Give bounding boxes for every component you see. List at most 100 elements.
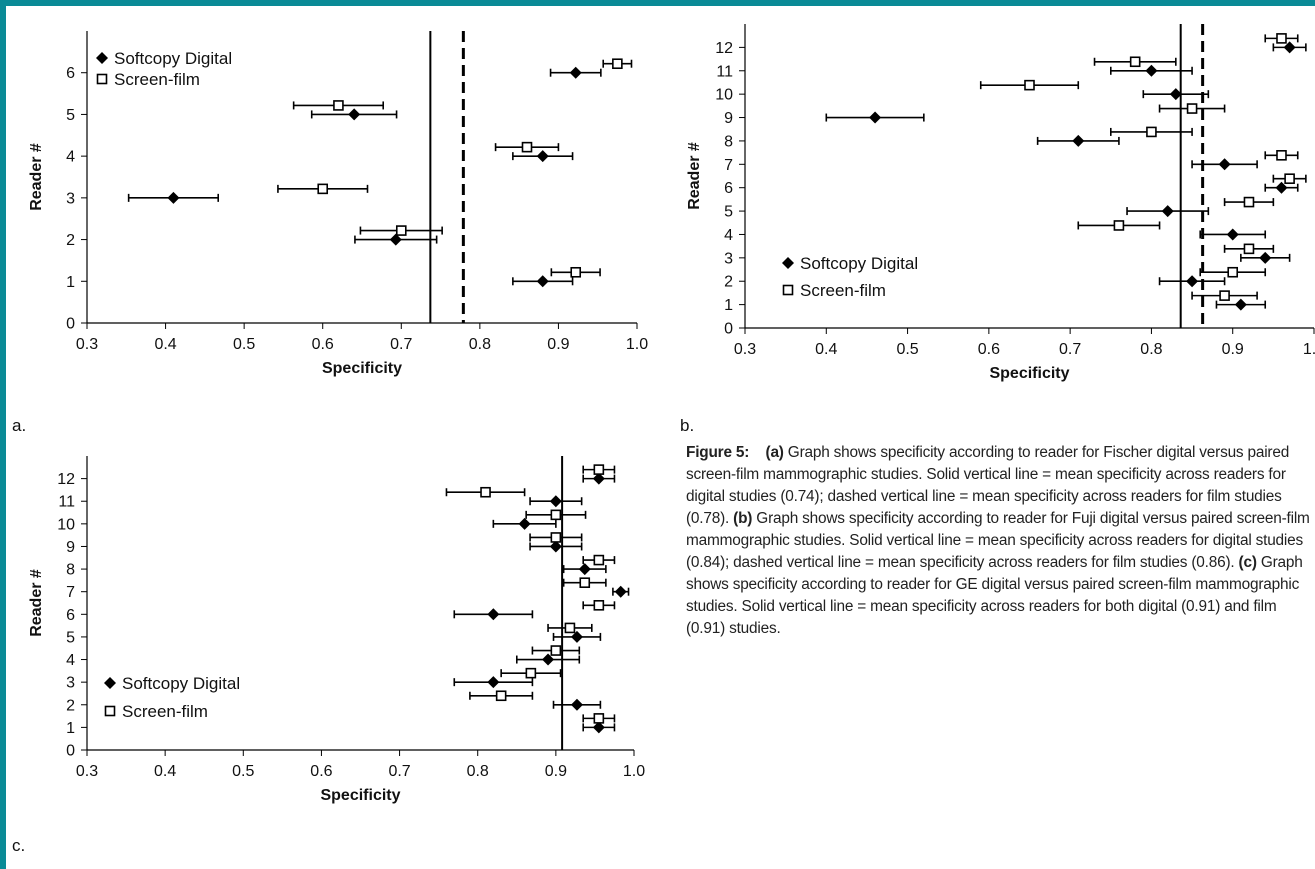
digital-point-marker	[570, 630, 583, 643]
y-tick-label: 0	[724, 321, 733, 338]
film-point-marker	[579, 577, 591, 588]
film-point-marker	[1227, 266, 1239, 278]
film-point-marker	[1276, 33, 1287, 44]
caption-figure-label: Figure 5:	[686, 444, 750, 461]
digital-point-marker	[1145, 64, 1158, 77]
caption-text-a: Graph shows specificity according to rea…	[686, 444, 1290, 527]
digital-point-marker	[518, 517, 531, 530]
film-point-marker	[525, 667, 537, 679]
film-point-marker	[495, 690, 507, 702]
legend-square-marker	[104, 705, 116, 717]
film-point-marker	[593, 713, 605, 724]
digital-point-marker	[487, 608, 500, 621]
caption-marker-c: (c)	[1238, 554, 1257, 571]
film-point-marker	[550, 532, 562, 543]
digital-point-marker	[570, 698, 583, 711]
y-tick-label: 9	[66, 539, 75, 556]
film-point-marker	[333, 100, 344, 111]
x-tick-label: 0.7	[1059, 341, 1081, 358]
y-tick-label: 0	[66, 316, 75, 333]
legend-label: Screen-film	[800, 281, 886, 300]
digital-point-marker	[348, 108, 361, 121]
y-tick-label: 4	[66, 652, 75, 669]
x-tick-label: 0.4	[154, 763, 176, 780]
x-tick-label: 0.5	[232, 763, 254, 780]
x-tick-label: 0.6	[310, 763, 332, 780]
legend-square-marker	[96, 73, 108, 85]
legend-label: Screen-film	[122, 702, 208, 721]
digital-point-marker	[389, 233, 402, 246]
digital-point-marker	[569, 66, 582, 79]
x-tick-label: 0.6	[312, 336, 334, 353]
film-point-marker	[593, 554, 605, 566]
film-point-marker	[550, 645, 562, 656]
y-tick-label: 10	[57, 516, 75, 533]
y-tick-label: 7	[66, 584, 75, 601]
legend-label: Screen-film	[114, 70, 200, 89]
y-tick-label: 2	[66, 232, 75, 249]
film-point-marker	[1146, 126, 1157, 138]
legend-diamond-marker	[782, 257, 794, 269]
x-tick-label: 0.8	[1140, 341, 1162, 358]
film-point-marker	[1243, 243, 1255, 255]
x-tick-label: 0.9	[547, 336, 569, 353]
film-point-marker	[395, 225, 407, 236]
x-tick-label: 0.6	[978, 341, 1000, 358]
y-tick-label: 12	[715, 40, 733, 57]
x-tick-label: 0.7	[388, 763, 410, 780]
x-tick-label: 1.0	[1303, 341, 1315, 358]
film-point-marker	[1243, 196, 1255, 208]
x-tick-label: 0.3	[76, 763, 98, 780]
caption-text-b: Graph shows specificity according to rea…	[686, 510, 1310, 571]
film-point-marker	[564, 622, 576, 634]
chart-panel-b: 0.30.40.50.60.70.80.91.00123456789101112…	[686, 24, 1315, 382]
digital-point-marker	[614, 585, 627, 598]
digital-point-marker	[1283, 41, 1296, 54]
y-axis-label: Reader #	[28, 143, 45, 211]
digital-point-marker	[1218, 158, 1231, 171]
digital-point-marker	[1186, 275, 1199, 288]
y-tick-label: 3	[66, 190, 75, 207]
y-tick-label: 4	[66, 149, 75, 166]
panel-label-a: a.	[12, 416, 27, 435]
y-tick-label: 5	[724, 204, 733, 221]
chart-panel-c: 0.3 0.4 0.5 0.6 0.7 0.8 0.9 1.00123456789101112…	[28, 456, 645, 804]
y-tick-label: 10	[715, 87, 733, 104]
film-point-marker	[1113, 220, 1125, 231]
y-tick-label: 1	[724, 297, 733, 314]
y-tick-label: 11	[58, 494, 75, 511]
film-point-marker	[612, 58, 623, 70]
film-point-marker	[1024, 79, 1035, 91]
x-tick-label: 0.7	[390, 336, 412, 353]
legend-diamond-marker	[96, 52, 108, 64]
legend-label: Softcopy Digital	[114, 49, 232, 68]
x-tick-label: 1.0	[623, 763, 645, 780]
x-tick-label: 0.4	[154, 336, 176, 353]
figure-page: 0.3 0.4 0.5 0.6 0.7 0.8 0.9 1.0 0 1 2 3 4 5 6 Specifici…	[6, 6, 1315, 869]
film-point-marker	[570, 266, 582, 278]
digital-point-marker	[549, 495, 562, 508]
digital-point-marker	[1169, 88, 1182, 101]
x-axis-label: Specificity	[320, 787, 400, 804]
film-point-marker	[1186, 103, 1198, 114]
legend-square-marker	[782, 284, 794, 296]
caption-text-c: Graph shows specificity according to rea…	[686, 554, 1303, 637]
x-tick-label: 0.8	[469, 336, 491, 353]
digital-point-marker	[536, 150, 549, 163]
digital-point-marker	[549, 540, 562, 553]
y-tick-label: 3	[66, 675, 75, 692]
digital-point-marker	[542, 653, 555, 666]
y-tick-label: 6	[66, 607, 75, 624]
x-tick-label: 0.9	[545, 763, 567, 780]
digital-point-marker	[592, 472, 605, 485]
y-axis-label: Reader #	[686, 142, 703, 210]
digital-point-marker	[869, 111, 882, 124]
y-tick-label: 2	[66, 697, 75, 714]
y-tick-label: 3	[724, 250, 733, 267]
film-point-marker	[593, 600, 605, 611]
y-tick-label: 8	[66, 562, 75, 579]
y-tick-label: 0	[66, 743, 75, 760]
y-tick-label: 5	[66, 107, 75, 124]
y-tick-label: 12	[57, 471, 75, 488]
film-point-marker	[550, 509, 562, 521]
